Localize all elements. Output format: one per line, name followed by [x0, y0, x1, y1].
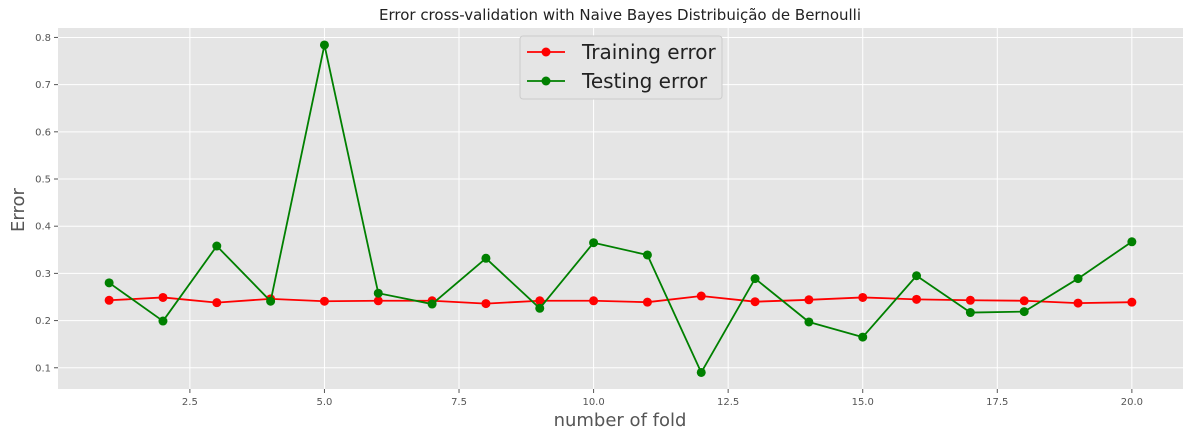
data-point	[1019, 296, 1029, 306]
data-point	[212, 241, 222, 251]
x-axis-label: number of fold	[554, 410, 687, 431]
data-point	[696, 291, 706, 301]
y-tick-label: 0.5	[35, 175, 51, 186]
data-point	[104, 295, 114, 305]
data-point	[373, 288, 383, 298]
data-point	[535, 303, 545, 313]
data-point	[912, 271, 922, 281]
data-point	[965, 308, 975, 318]
y-axis-label: Error	[8, 187, 29, 231]
y-tick-label: 0.2	[35, 316, 51, 327]
data-point	[373, 296, 383, 306]
data-point	[535, 296, 545, 306]
data-point	[589, 238, 599, 248]
y-tick-label: 0.3	[35, 269, 51, 280]
data-point	[1073, 298, 1083, 308]
data-point	[804, 317, 814, 327]
y-tick-label: 0.1	[35, 363, 51, 374]
series-line-0	[109, 295, 1132, 305]
series-line-1	[108, 44, 1133, 374]
x-tick-label: 10.0	[582, 397, 604, 408]
y-tick-label: 0.4	[35, 222, 51, 233]
data-point	[1127, 237, 1137, 247]
data-point	[804, 295, 814, 305]
data-point	[481, 253, 491, 263]
data-point	[427, 299, 437, 309]
y-tick-label: 0.8	[35, 33, 51, 44]
legend-label-testing: Testing error	[581, 69, 708, 93]
data-point	[319, 40, 329, 50]
data-point	[965, 295, 975, 305]
data-point	[750, 274, 760, 284]
y-ticks: 0.1 0.2 0.3 0.4 0.5 0.6 0.7 0.8	[35, 33, 58, 374]
data-point	[481, 299, 491, 309]
x-ticks: 2.5 5.0 7.5 10.0 12.5 15.0 17.5 20.0	[182, 389, 1143, 408]
data-point	[1019, 307, 1029, 317]
x-tick-label: 7.5	[451, 397, 467, 408]
x-tick-label: 5.0	[316, 397, 332, 408]
x-tick-label: 15.0	[852, 397, 874, 408]
legend-label-training: Training error	[581, 40, 716, 64]
data-point	[642, 250, 652, 260]
legend: Training error Testing error	[519, 35, 723, 100]
data-point	[642, 297, 652, 307]
x-tick-label: 17.5	[986, 397, 1008, 408]
data-point	[858, 292, 868, 302]
data-point	[696, 367, 706, 377]
data-point	[912, 294, 922, 304]
legend-box	[519, 35, 723, 100]
data-point	[1073, 274, 1083, 284]
x-tick-label: 12.5	[717, 397, 739, 408]
data-point	[266, 296, 276, 306]
data-point	[1127, 297, 1137, 307]
y-tick-label: 0.6	[35, 127, 51, 138]
legend-marker-testing	[541, 76, 551, 86]
data-point	[750, 297, 760, 307]
data-point	[158, 292, 168, 302]
data-point	[212, 298, 222, 308]
data-point	[319, 296, 329, 306]
y-tick-label: 0.7	[35, 80, 51, 91]
series-lines	[104, 40, 1137, 377]
chart-title: Error cross-validation with Naive Bayes …	[379, 6, 861, 24]
legend-marker-training	[541, 47, 551, 57]
x-tick-label: 2.5	[182, 397, 198, 408]
data-point	[858, 332, 868, 342]
data-point	[589, 296, 599, 306]
data-point	[158, 316, 168, 326]
data-point	[104, 278, 114, 288]
x-tick-label: 20.0	[1121, 397, 1143, 408]
